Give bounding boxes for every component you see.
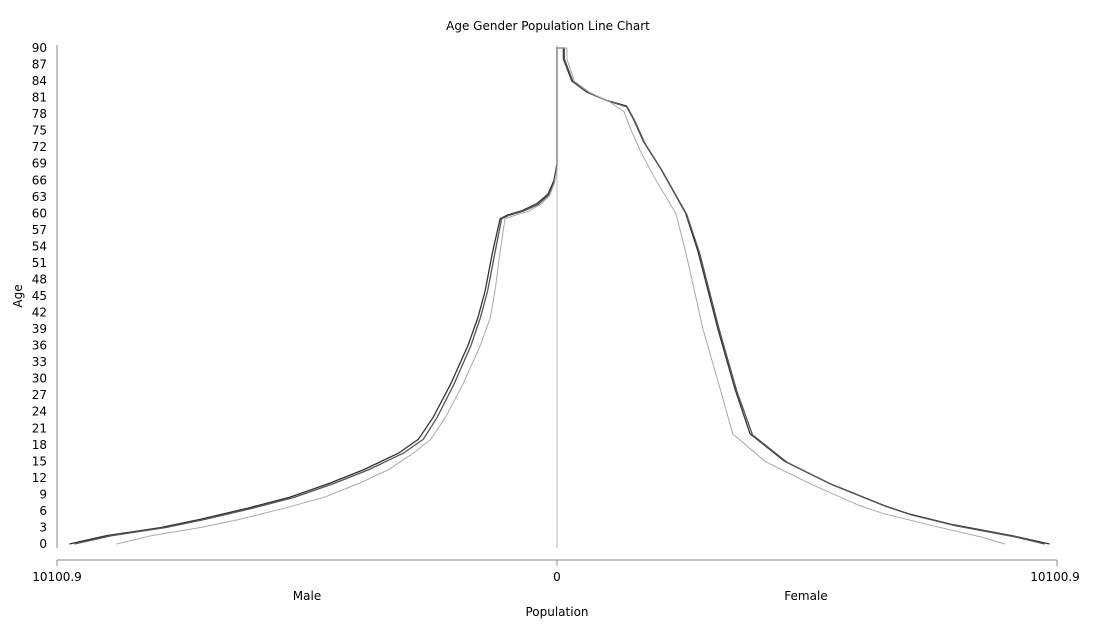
series-line-3 [116,47,1006,545]
x-tick-label-center: 0 [553,570,561,584]
y-tick-label: 90 [32,41,47,55]
y-tick-label: 48 [32,272,47,286]
y-tick-label: 69 [32,157,47,171]
y-tick-label: 66 [32,173,47,187]
y-tick-label: 72 [32,140,47,154]
y-tick-label: 39 [32,322,47,336]
y-tick-label: 87 [32,58,47,72]
x-tick-label-left: 10100.9 [32,570,82,584]
male-label: Male [293,589,321,603]
y-axis: 0369121518212427303336394245485154576063… [11,41,58,551]
series-line-1 [69,47,1050,545]
x-axis-label: Population [525,605,588,619]
y-tick-label: 30 [32,372,47,386]
y-tick-label: 75 [32,124,47,138]
y-tick-label: 15 [32,454,47,468]
y-tick-label: 12 [32,471,47,485]
y-tick-label: 0 [39,537,47,551]
y-tick-label: 36 [32,339,47,353]
chart-title: Age Gender Population Line Chart [446,19,650,33]
y-tick-label: 6 [39,504,47,518]
series-line-2 [74,47,1045,545]
y-tick-label: 45 [32,289,47,303]
y-axis-label: Age [11,284,25,307]
y-tick-label: 84 [32,74,47,88]
x-axis: 10100.9 0 10100.9 Male Female Population [32,559,1080,619]
y-tick-label: 21 [32,421,47,435]
y-tick-label: 63 [32,190,47,204]
y-tick-label: 54 [32,239,47,253]
y-tick-label: 60 [32,206,47,220]
y-tick-labels: 0369121518212427303336394245485154576063… [32,41,47,551]
y-tick-label: 33 [32,355,47,369]
y-tick-label: 51 [32,256,47,270]
y-tick-label: 18 [32,438,47,452]
y-tick-label: 27 [32,388,47,402]
y-tick-label: 78 [32,107,47,121]
y-tick-label: 3 [39,520,47,534]
y-tick-label: 24 [32,405,47,419]
female-label: Female [784,589,827,603]
y-tick-label: 9 [39,487,47,501]
plot-area [69,47,1050,545]
y-tick-label: 57 [32,223,47,237]
y-tick-label: 81 [32,91,47,105]
y-tick-label: 42 [32,306,47,320]
x-tick-label-right: 10100.9 [1030,570,1080,584]
